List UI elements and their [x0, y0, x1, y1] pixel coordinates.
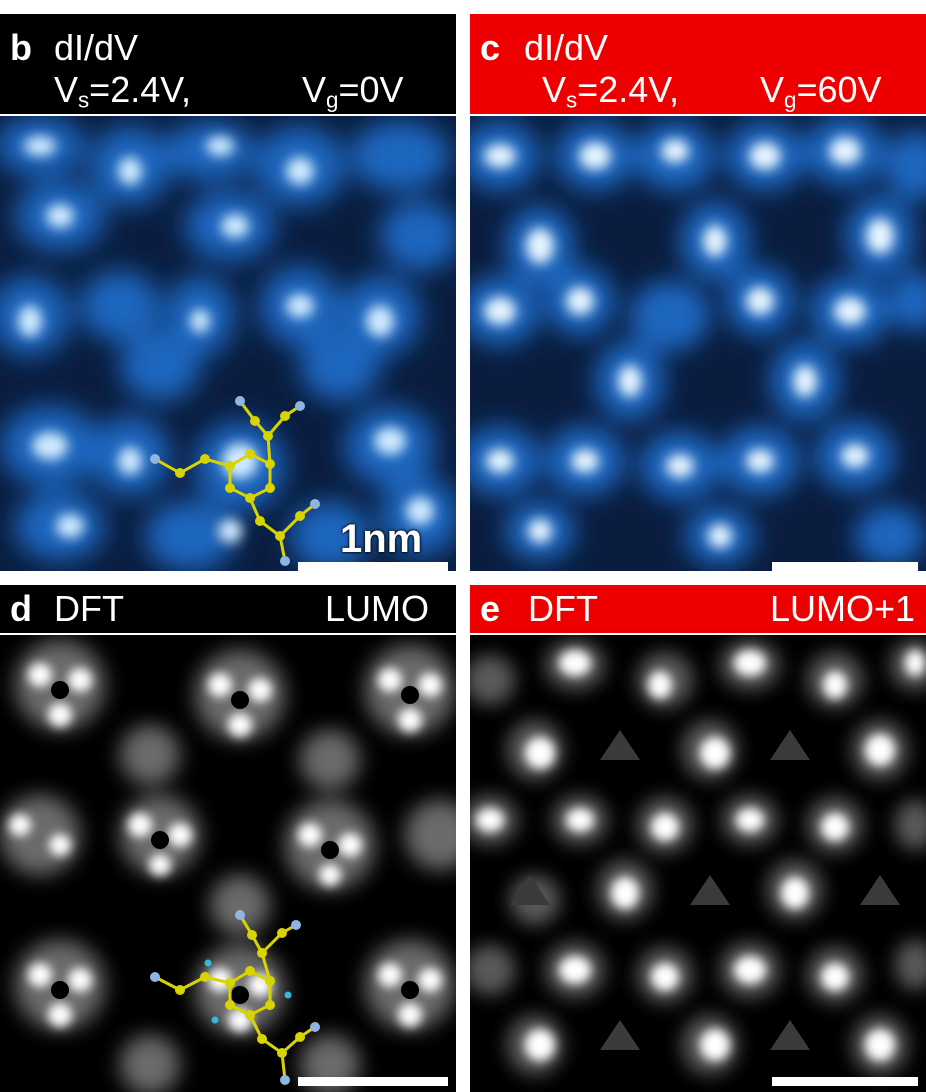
panel-e: e DFT LUMO+1: [470, 585, 926, 1092]
panel-letter-e: e: [480, 588, 501, 629]
panel-c-title: dI/dV: [524, 27, 609, 68]
panel-c: c dI/dV Vs=2.4V, Vg=60V: [470, 14, 926, 571]
stm-image-c: [470, 116, 926, 571]
panel-d: d DFT LUMO: [0, 585, 456, 1092]
panel-letter-c: c: [480, 27, 501, 68]
stm-image-b: [0, 116, 456, 571]
panel-c-header: c dI/dV Vs=2.4V, Vg=60V: [470, 14, 926, 114]
panel-d-orbital: LUMO: [325, 588, 430, 629]
panel-b-header: b dI/dV Vs=2.4V, Vg=0V: [0, 14, 456, 114]
scale-bar-e: [772, 1077, 918, 1086]
molecule-overlay-b: [154, 400, 316, 562]
panel-e-orbital: LUMO+1: [770, 588, 916, 629]
dft-image-d: [0, 635, 456, 1092]
scale-bar-b: [298, 562, 448, 571]
scale-bar-label: 1nm: [340, 517, 423, 561]
scale-bar-c: [772, 562, 918, 571]
panel-b-vg: Vg=0V: [302, 69, 404, 113]
panel-c-vs: Vs=2.4V,: [542, 69, 679, 113]
scale-bar-d: [298, 1077, 448, 1086]
panel-c-vg: Vg=60V: [760, 69, 882, 113]
panel-letter-d: d: [10, 588, 32, 629]
panel-b-vs: Vs=2.4V,: [54, 69, 191, 113]
cropped-top-strip: [0, 0, 926, 10]
panel-letter-b: b: [10, 27, 32, 68]
panel-d-title: DFT: [54, 588, 124, 629]
panel-b: b dI/dV Vs=2.4V, Vg=0V: [0, 14, 456, 571]
molecule-overlay-d: [154, 914, 316, 1081]
panel-e-title: DFT: [528, 588, 598, 629]
panel-e-header: e DFT LUMO+1: [470, 585, 926, 633]
dft-image-e: [470, 635, 926, 1092]
panel-d-header: d DFT LUMO: [0, 585, 456, 633]
panel-b-title: dI/dV: [54, 27, 139, 68]
